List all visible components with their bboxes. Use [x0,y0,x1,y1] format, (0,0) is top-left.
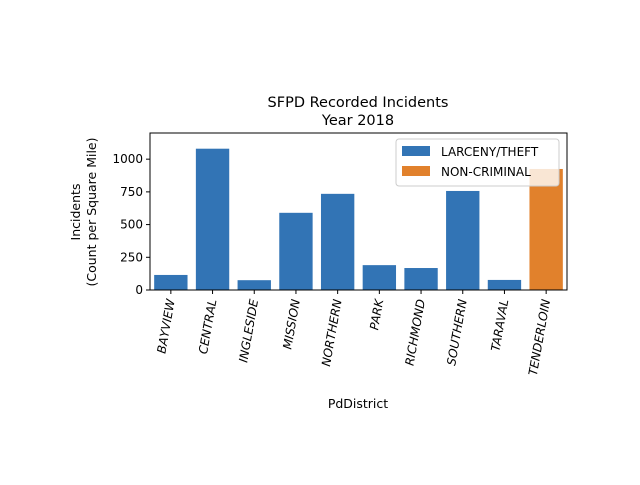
x-tick-label-tenderloin: TENDERLOIN [526,298,553,377]
y-axis-label-units: (Count per Square Mile) [84,138,99,287]
y-tick-label: 1000 [112,152,143,166]
x-tick-label-taraval: TARAVAL [488,298,511,352]
y-axis: 0 250 500 750 1000 [112,152,150,297]
x-tick-label-southern: SOUTHERN [444,298,469,367]
legend-box [395,138,560,187]
y-tick-label: 750 [120,185,143,199]
bar-tenderloin [529,168,563,290]
y-tick-label: 250 [120,250,143,264]
chart-subtitle: Year 2018 [321,113,394,129]
bar-ingleside [237,280,271,290]
legend-label: LARCENY/THEFT [441,145,539,159]
y-axis-label: Incidents [68,184,83,241]
plot-frame [149,132,568,291]
legend-swatch [402,166,430,176]
bar-southern [446,190,480,290]
bar-taraval [487,279,522,290]
bars-layer [154,148,563,290]
y-tick-label: 0 [135,283,143,297]
x-tick-label-central: CENTRAL [196,298,219,355]
legend: LARCENY/THEFT NON-CRIMINAL [395,138,560,187]
legend-swatch [402,146,430,156]
bar-central [195,148,230,290]
bar-bayview [154,274,188,290]
x-tick-label-bayview: BAYVIEW [154,297,178,355]
bar-northern [320,193,355,290]
x-tick-label-ingleside: INGLESIDE [236,298,261,364]
bar-park [362,265,397,290]
x-tick-label-richmond: RICHMOND [403,298,428,367]
x-axis-label: PdDistrict [328,396,388,411]
x-axis: BAYVIEW CENTRAL INGLESIDE MISSION NORTHERN PA… [154,290,553,377]
y-tick-label: 500 [120,218,143,232]
x-tick-label-park: PARK [367,297,386,331]
x-tick-label-northern: NORTHERN [319,298,345,367]
bar-richmond [404,268,438,290]
legend-label: NON-CRIMINAL [441,165,531,179]
x-tick-label-mission: MISSION [280,298,303,350]
chart-title: SFPD Recorded Incidents [268,95,449,111]
bar-mission [279,212,313,290]
